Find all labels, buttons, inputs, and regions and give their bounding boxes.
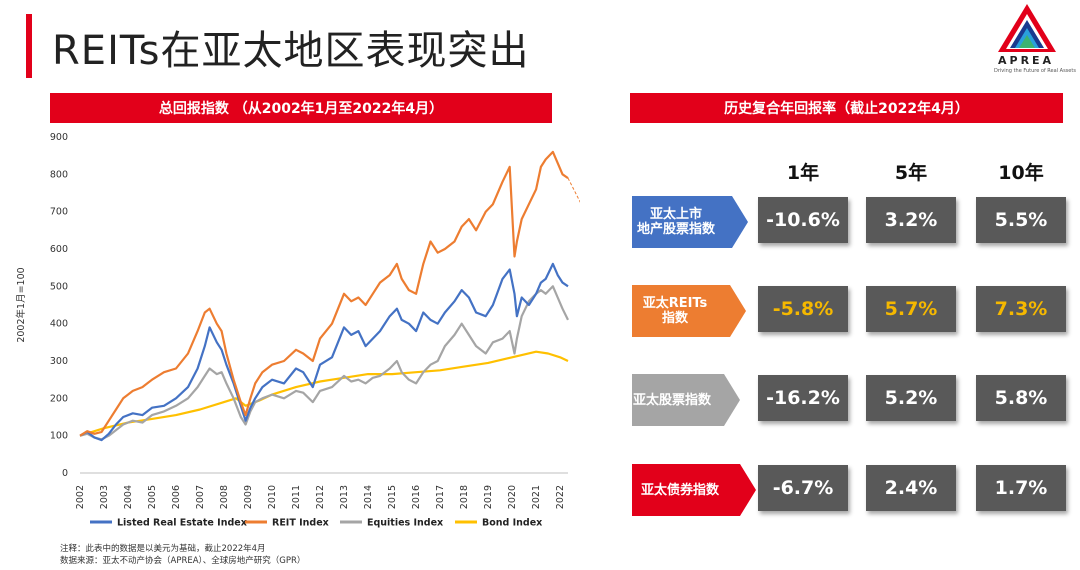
x-tick-label: 2022 xyxy=(555,485,566,509)
x-tick-label: 2006 xyxy=(171,485,182,509)
column-header: 1年 xyxy=(786,162,820,184)
title-accent-bar xyxy=(26,14,32,78)
return-cell: -10.6% xyxy=(758,197,848,243)
series-line xyxy=(79,350,569,437)
legend-label: Bond Index xyxy=(482,518,542,529)
legend-label: REIT Index xyxy=(272,518,329,529)
x-tick-label: 2021 xyxy=(531,485,542,509)
return-cell: 5.2% xyxy=(866,375,956,421)
return-cell: -16.2% xyxy=(758,375,848,421)
x-tick-label: 2010 xyxy=(267,485,278,509)
y-tick-label: 700 xyxy=(50,207,68,218)
return-cell: 5.7% xyxy=(866,286,956,332)
x-tick-label: 2004 xyxy=(123,485,134,509)
x-tick-label: 2014 xyxy=(363,485,374,509)
x-tick-label: 2011 xyxy=(291,485,302,509)
legend-label: Equities Index xyxy=(367,518,443,529)
y-tick-label: 0 xyxy=(62,468,68,479)
x-tick-label: 2012 xyxy=(315,485,326,509)
x-tick-label: 2016 xyxy=(411,485,422,509)
total-return-chart: 0 100 200 300 400 500 600 700 800 900 2002 2003 2004… xyxy=(15,132,580,529)
x-tick-label: 2003 xyxy=(99,485,110,509)
row-label: 亚太上市 地产股票指数 xyxy=(632,196,748,248)
footnote-line-2: 数据来源：亚太不动产协会（APREA）、全球房地产研究（GPR） xyxy=(60,556,306,566)
row-label: 亚太REITs 指数 xyxy=(632,285,746,337)
return-cell: 5.8% xyxy=(976,375,1066,421)
footnotes: 注释：此表中的数据是以美元为基础，截止2022年4月 数据来源：亚太不动产协会（… xyxy=(60,543,305,567)
row-label: 亚太股票指数 xyxy=(632,374,740,426)
footnote-line-1: 注释：此表中的数据是以美元为基础，截止2022年4月 xyxy=(60,544,266,554)
aprea-logo-icon xyxy=(998,4,1056,52)
return-cell: 1.7% xyxy=(976,465,1066,511)
return-cell: 3.2% xyxy=(866,197,956,243)
return-cell: -6.7% xyxy=(758,465,848,511)
x-tick-label: 2017 xyxy=(435,485,446,509)
series-line xyxy=(79,150,569,437)
y-tick-label: 200 xyxy=(50,393,68,404)
row-label: 亚太债券指数 xyxy=(632,464,756,516)
logo-tagline: Driving the Future of Real Assets xyxy=(994,68,1076,74)
column-header: 10年 xyxy=(998,162,1044,184)
y-tick-label: 600 xyxy=(50,244,68,255)
row-label-arrow xyxy=(724,374,740,426)
x-tick-label: 2008 xyxy=(219,485,230,509)
x-tick-label: 2019 xyxy=(483,485,494,509)
x-tick-label: 2015 xyxy=(387,485,398,509)
logo-name: APREA xyxy=(998,54,1055,67)
row-label-arrow xyxy=(730,285,746,337)
legend-label: Listed Real Estate Index xyxy=(117,518,247,529)
row-label-arrow xyxy=(732,196,748,248)
x-tick-label: 2018 xyxy=(459,485,470,509)
column-header: 5年 xyxy=(894,162,928,184)
x-tick-label: 2005 xyxy=(147,485,158,509)
x-tick-label: 2009 xyxy=(243,485,254,509)
x-tick-label: 2007 xyxy=(195,485,206,509)
return-cell: -5.8% xyxy=(758,286,848,332)
chart-banner: 总回报指数 （从2002年1月至2022年4月） xyxy=(50,93,552,123)
table-banner: 历史复合年回报率（截止2022年4月） xyxy=(630,93,1063,123)
x-tick-label: 2020 xyxy=(507,485,518,509)
return-cell: 5.5% xyxy=(976,197,1066,243)
series-line xyxy=(79,262,569,442)
reit-connector-line xyxy=(567,177,580,203)
x-tick-label: 2002 xyxy=(75,485,86,509)
y-tick-label: 800 xyxy=(50,169,68,180)
y-axis-label: 2002年1月=100 xyxy=(15,267,27,342)
page-title: REITs在亚太地区表现突出 xyxy=(52,28,530,74)
y-tick-label: 900 xyxy=(50,132,68,143)
y-tick-label: 300 xyxy=(50,356,68,367)
y-tick-label: 100 xyxy=(50,431,68,442)
return-cell: 7.3% xyxy=(976,286,1066,332)
row-label-arrow xyxy=(740,464,756,516)
x-tick-label: 2013 xyxy=(339,485,350,509)
return-cell: 2.4% xyxy=(866,465,956,511)
series-line xyxy=(79,285,569,441)
y-tick-label: 500 xyxy=(50,281,68,292)
y-tick-label: 400 xyxy=(50,319,68,330)
